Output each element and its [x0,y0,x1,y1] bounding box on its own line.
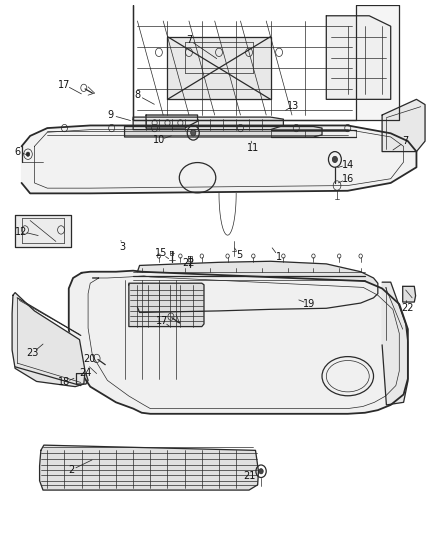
Polygon shape [146,115,198,128]
Text: 17: 17 [58,80,71,90]
Text: 19: 19 [303,299,315,309]
Text: 20: 20 [83,354,95,365]
Text: 16: 16 [342,174,354,184]
Text: 3: 3 [120,241,125,252]
Polygon shape [77,374,88,384]
Polygon shape [382,282,408,405]
Circle shape [191,130,196,136]
Polygon shape [69,271,408,414]
Polygon shape [15,215,71,247]
Text: 23: 23 [26,348,39,358]
Text: 7: 7 [403,136,409,146]
Polygon shape [21,125,417,193]
Text: 2: 2 [68,465,74,475]
Text: 18: 18 [58,377,71,387]
Text: 22: 22 [402,303,414,313]
Text: 11: 11 [247,143,259,154]
Text: 22: 22 [182,259,194,269]
Text: 1: 1 [276,252,282,262]
Polygon shape [129,283,204,327]
Polygon shape [382,99,425,151]
Polygon shape [326,16,391,99]
Polygon shape [138,261,378,312]
Circle shape [332,156,337,163]
Text: 13: 13 [287,101,299,111]
Polygon shape [39,445,258,490]
Text: 9: 9 [108,110,114,120]
Polygon shape [403,286,416,302]
Polygon shape [133,5,399,120]
Text: 12: 12 [15,227,28,237]
Text: 10: 10 [153,135,165,145]
Text: 15: 15 [155,248,167,259]
Text: 21: 21 [243,472,255,481]
Polygon shape [12,293,85,386]
Text: 6: 6 [14,147,20,157]
Polygon shape [167,37,271,99]
Text: 8: 8 [134,90,141,100]
Polygon shape [124,126,322,137]
Circle shape [259,469,263,474]
Polygon shape [133,117,283,130]
Text: 7: 7 [186,35,192,45]
Text: 5: 5 [237,250,243,260]
Text: 17: 17 [156,316,169,326]
Text: 24: 24 [79,368,91,378]
Text: 14: 14 [342,160,354,169]
Circle shape [26,152,30,156]
